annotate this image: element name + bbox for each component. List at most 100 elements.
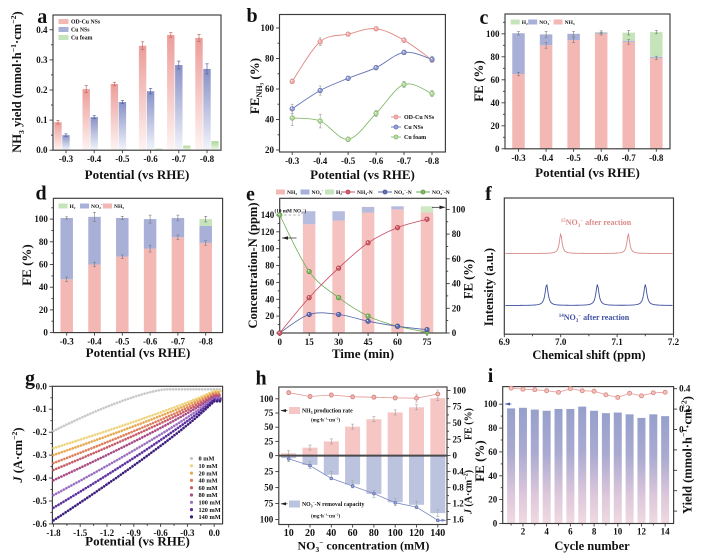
svg-text:0: 0: [43, 328, 48, 338]
svg-text:7.0: 7.0: [555, 337, 567, 347]
svg-text:0.0: 0.0: [36, 145, 48, 155]
svg-text:NH4​-N: NH4​-N: [357, 190, 373, 196]
svg-text:Time (min): Time (min): [332, 346, 394, 361]
svg-text:d: d: [35, 183, 46, 205]
svg-text:H2​: H2​: [70, 204, 76, 210]
svg-text:100: 100: [484, 399, 498, 409]
svg-text:60: 60: [491, 75, 501, 85]
svg-text:-0.9: -0.9: [127, 528, 142, 538]
svg-text:40: 40: [488, 471, 498, 481]
svg-text:80: 80: [488, 423, 498, 433]
svg-text:60: 60: [452, 254, 462, 264]
svg-text:f: f: [485, 183, 492, 205]
svg-text:120 mM: 120 mM: [199, 507, 221, 514]
svg-text:-0.1: -0.1: [33, 404, 48, 414]
svg-text:60: 60: [265, 84, 275, 94]
svg-text:-1.2: -1.2: [100, 528, 115, 538]
svg-text:-0.6: -0.6: [153, 528, 168, 538]
svg-text:0.2: 0.2: [679, 404, 691, 414]
svg-text:25: 25: [264, 467, 274, 477]
svg-text:Potential (vs RHE): Potential (vs RHE): [310, 167, 415, 182]
svg-text:60: 60: [39, 260, 49, 270]
svg-text:40: 40: [452, 279, 462, 289]
svg-text:-0.6: -0.6: [33, 519, 48, 529]
svg-text:8: 8: [592, 527, 597, 537]
svg-text:100 mM: 100 mM: [199, 500, 221, 507]
svg-text:-0.8: -0.8: [199, 337, 214, 347]
svg-text:7.2: 7.2: [668, 337, 680, 347]
svg-text:Chemical shift (ppm): Chemical shift (ppm): [532, 348, 645, 362]
svg-text:40: 40: [39, 282, 49, 292]
svg-text:100: 100: [486, 29, 500, 39]
svg-text:-0.5: -0.5: [341, 156, 356, 166]
svg-text:80: 80: [369, 528, 379, 539]
svg-text:FE (%): FE (%): [462, 259, 476, 299]
svg-text:1.6: 1.6: [453, 515, 465, 525]
svg-text:100: 100: [261, 244, 275, 254]
svg-text:20: 20: [488, 495, 498, 505]
svg-text:100: 100: [388, 528, 403, 539]
svg-text:0.0: 0.0: [36, 381, 48, 391]
svg-text:80: 80: [265, 261, 275, 271]
svg-text:-0.6: -0.6: [369, 156, 384, 166]
svg-text:1.2: 1.2: [453, 499, 465, 509]
svg-text:15​NO3​−​ after reaction: 15​NO3​−​ after reaction: [561, 218, 632, 229]
svg-text:20: 20: [491, 121, 501, 131]
svg-text:0.1: 0.1: [36, 115, 48, 125]
svg-text:100: 100: [260, 515, 274, 525]
svg-text:60: 60: [265, 277, 275, 287]
svg-text:H2​: H2​: [336, 190, 342, 196]
svg-text:-0.4: -0.4: [539, 153, 554, 163]
svg-text:-0.5: -0.5: [115, 337, 130, 347]
svg-text:80: 80: [491, 52, 501, 62]
svg-text:Potential (vs RHE): Potential (vs RHE): [85, 167, 190, 182]
svg-text:6: 6: [568, 527, 573, 537]
svg-text:Concentration-N (ppm): Concentration-N (ppm): [246, 202, 260, 328]
svg-text:45: 45: [364, 337, 374, 347]
svg-text:(mg·h−1​·cm−2​): (mg·h−1​·cm−2​): [311, 513, 340, 520]
svg-text:Cycle number: Cycle number: [554, 539, 630, 553]
svg-text:0: 0: [495, 144, 500, 154]
svg-text:NH3​: NH3​: [565, 20, 575, 26]
svg-text:75: 75: [423, 337, 433, 347]
svg-text:Cu foam: Cu foam: [71, 36, 93, 42]
svg-text:140: 140: [261, 210, 275, 220]
svg-text:NO3​−​-N: NO3​−​-N: [432, 189, 450, 196]
svg-text:30: 30: [334, 337, 344, 347]
svg-text:NO2​−​: NO2​−​: [539, 19, 551, 26]
svg-text:0.4: 0.4: [453, 467, 465, 477]
svg-text:60: 60: [488, 447, 498, 457]
svg-text:OD-Cu NSs: OD-Cu NSs: [71, 20, 101, 26]
svg-text:20: 20: [265, 311, 275, 321]
svg-text:-0.4: -0.4: [87, 337, 102, 347]
svg-text:FE (%): FE (%): [472, 440, 487, 482]
svg-text:20 mM: 20 mM: [199, 470, 218, 477]
svg-text:FE (%): FE (%): [471, 60, 486, 102]
svg-text:J (A·cm−2​): J (A·cm−2​): [463, 470, 475, 515]
svg-text:50: 50: [264, 422, 274, 432]
svg-text:0.8: 0.8: [453, 483, 465, 493]
svg-text:-0.5: -0.5: [33, 496, 48, 506]
svg-text:-0.4: -0.4: [313, 156, 328, 166]
svg-text:-0.3: -0.3: [285, 156, 300, 166]
svg-text:Yield (mmol·h−1​·cm−2​): Yield (mmol·h−1​·cm−2​): [680, 396, 695, 514]
svg-text:60: 60: [348, 528, 358, 539]
svg-text:NO3​−​-N removal capacity: NO3​−​-N removal capacity: [302, 501, 364, 509]
svg-text:0: 0: [277, 337, 282, 347]
svg-text:h: h: [255, 368, 266, 390]
svg-text:-0.7: -0.7: [171, 337, 186, 347]
svg-text:Potential (vs RHE): Potential (vs RHE): [535, 165, 640, 180]
svg-text:g: g: [25, 368, 35, 390]
svg-text:NH3​ production rate: NH3​ production rate: [302, 409, 353, 415]
svg-text:7.1: 7.1: [611, 337, 623, 347]
svg-text:100: 100: [261, 23, 275, 33]
svg-text:100: 100: [452, 204, 466, 214]
svg-text:15: 15: [305, 337, 315, 347]
svg-text:-0.8: -0.8: [425, 156, 440, 166]
svg-text:-0.3: -0.3: [180, 528, 195, 538]
svg-text:14​NO3​−​ after reaction: 14​NO3​−​ after reaction: [559, 313, 630, 324]
svg-text:b: b: [246, 5, 257, 27]
svg-text:40 mM: 40 mM: [199, 478, 218, 485]
svg-text:FE (%): FE (%): [19, 244, 34, 286]
svg-text:20: 20: [39, 305, 49, 315]
